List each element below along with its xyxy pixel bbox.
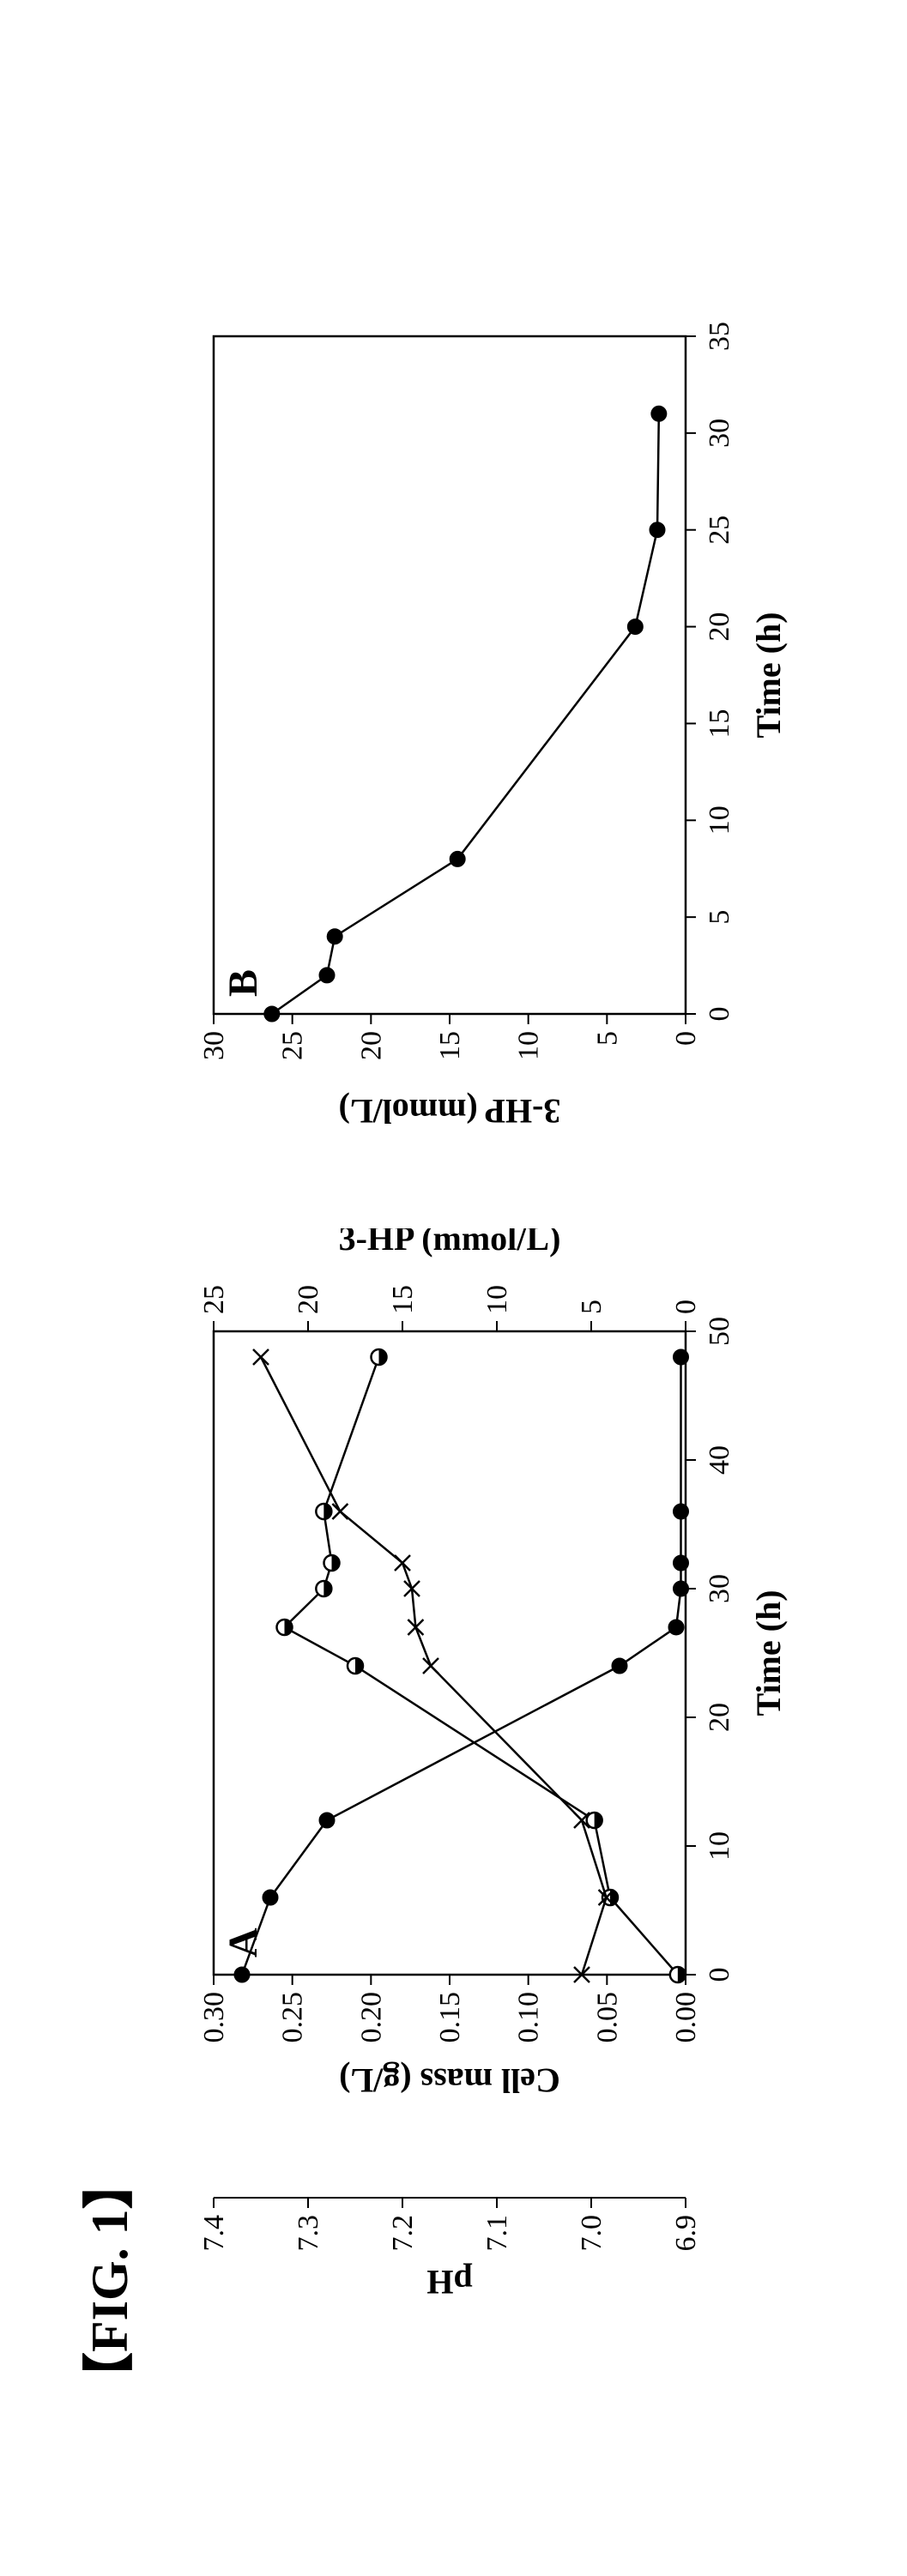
svg-text:7.1: 7.1	[481, 2215, 513, 2252]
svg-text:20: 20	[704, 612, 735, 641]
figure-label: 【FIG. 1】	[68, 2157, 142, 2404]
svg-text:20: 20	[704, 1703, 735, 1732]
svg-text:15: 15	[434, 1031, 466, 1060]
svg-text:25: 25	[704, 515, 735, 544]
svg-text:0.25: 0.25	[276, 1992, 308, 2043]
svg-text:10: 10	[704, 805, 735, 835]
chart-a-svg: A01020304050Time (h)0.000.050.100.150.20…	[171, 1228, 840, 2301]
svg-text:0: 0	[670, 1300, 702, 1314]
svg-text:35: 35	[704, 322, 735, 351]
panel-b: B 0 5 10 15 20 25 30 35 Time (h) 0 5 10 15 20 25 30 3-HP …	[171, 259, 840, 1160]
svg-text:25: 25	[276, 1031, 308, 1060]
chart-b-svg: B 0 5 10 15 20 25 30 35 Time (h) 0 5 10 15 20 25 30 3-HP …	[171, 259, 840, 1160]
svg-text:50: 50	[704, 1317, 735, 1346]
axis-x-title-b: Time (h)	[749, 612, 788, 738]
svg-text:10: 10	[481, 1285, 513, 1314]
axis-x-title-a: Time (h)	[749, 1590, 788, 1716]
svg-text:40: 40	[704, 1445, 735, 1475]
svg-text:30: 30	[704, 418, 735, 447]
svg-text:25: 25	[198, 1285, 230, 1314]
svg-text:0.20: 0.20	[355, 1992, 387, 2043]
svg-text:0.15: 0.15	[434, 1992, 466, 2043]
axis-3hp-title-b: 3-HP (mmol/L)	[338, 1092, 560, 1131]
svg-text:15: 15	[387, 1285, 419, 1314]
svg-text:7.2: 7.2	[387, 2215, 419, 2252]
svg-text:0: 0	[670, 1031, 702, 1046]
svg-text:10: 10	[704, 1831, 735, 1861]
svg-text:0: 0	[704, 1967, 735, 1982]
svg-text:0: 0	[704, 1006, 735, 1021]
svg-text:5: 5	[591, 1031, 623, 1046]
svg-text:7.0: 7.0	[576, 2215, 608, 2252]
svg-text:30: 30	[704, 1574, 735, 1603]
svg-text:0.10: 0.10	[512, 1992, 544, 2043]
svg-text:10: 10	[512, 1031, 544, 1060]
axis-cellmass-title: Cell mass (g/L)	[339, 2061, 560, 2100]
panel-a: A01020304050Time (h)0.000.050.100.150.20…	[171, 1228, 840, 2301]
svg-text:0.30: 0.30	[198, 1992, 230, 2043]
svg-text:20: 20	[293, 1285, 324, 1314]
axis-ph-title: pH	[426, 2263, 472, 2301]
svg-text:5: 5	[704, 909, 735, 924]
svg-text:20: 20	[355, 1031, 387, 1060]
svg-text:0.00: 0.00	[670, 1992, 702, 2043]
svg-text:5: 5	[576, 1300, 608, 1314]
svg-text:7.3: 7.3	[293, 2215, 324, 2252]
svg-text:7.4: 7.4	[198, 2215, 230, 2252]
panel-b-label: B	[221, 968, 266, 996]
axis-3hp-title-a: 3-HP (mmol/L)	[338, 1228, 560, 1258]
svg-text:30: 30	[198, 1031, 230, 1060]
svg-text:6.9: 6.9	[670, 2215, 702, 2252]
svg-text:15: 15	[704, 709, 735, 738]
svg-text:0.05: 0.05	[591, 1992, 623, 2043]
